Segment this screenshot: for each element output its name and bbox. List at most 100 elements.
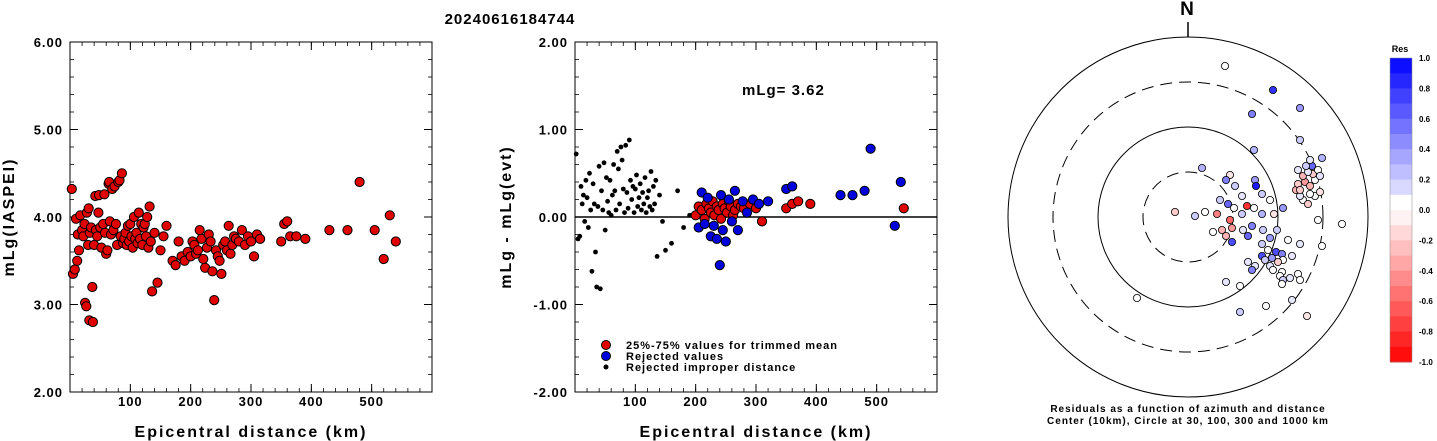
station-point [1316,187,1325,196]
data-point [578,184,584,189]
colorbar-cell [1390,316,1412,333]
data-point [610,192,615,198]
data-point [116,168,128,179]
station-point [1222,231,1231,240]
data-point [653,177,659,183]
y-tick-label: 4.00 [34,210,63,225]
data-point [647,204,653,209]
data-point [601,160,607,166]
data-point [354,176,365,188]
data-point [594,284,600,290]
data-point [715,190,727,201]
data-point [720,236,731,247]
station-point [1259,225,1268,234]
data-point [583,177,589,183]
colorbar-cells [1390,58,1412,363]
data-point [291,231,302,242]
residual-vs-distance-chart: 100 200 300 400 500 -2.00 -1.00 0.00 1.00 2.00 mL… [498,35,938,441]
data-point [622,210,627,216]
data-point [282,216,293,227]
colorbar-cell [1390,88,1412,105]
station-point [1222,277,1231,286]
station-point [1338,219,1347,228]
data-point [660,219,665,224]
data-point [170,260,181,271]
data-point [194,225,205,236]
colorbar-cell [1390,210,1412,226]
data-point [859,185,870,196]
colorbar-cell [1390,301,1412,317]
station-point [1222,175,1231,184]
data-point [805,198,816,209]
colorbar-cell [1390,346,1412,363]
data-point [717,225,728,236]
data-point [675,188,680,194]
data-point [715,213,727,224]
data-point [649,207,655,213]
data-point [581,192,586,198]
data-point [585,225,591,230]
data-points [1133,62,1347,320]
data-point [255,233,266,244]
data-point [657,192,662,198]
data-point [605,198,610,204]
y-tick-label: -2.00 [533,385,568,400]
station-point [1133,293,1142,302]
colorbar-cell [1390,118,1412,135]
station-point [1250,145,1259,154]
data-point [604,175,609,181]
data-point [624,190,630,195]
station-point [1286,273,1295,282]
data-point [631,210,637,216]
data-point [847,190,858,201]
data-point [207,266,218,277]
station-point [1296,185,1305,194]
axis-ticks: 100 200 300 400 500 -2.00 -1.00 0.00 1.00 2.00 [533,35,938,409]
station-point [1258,209,1267,218]
data-point [628,177,633,183]
x-tick-label: 100 [118,394,143,409]
y-tick-label: 2.00 [34,385,63,400]
y-axis-label: mLg - mLg(evt) [498,145,515,289]
data-point [763,196,774,207]
data-point [196,233,207,244]
data-point [593,249,598,255]
legend-marker-trimmed [601,340,611,350]
caption-line-2: Center (10km), Circle at 30, 100, 300 an… [1047,416,1329,427]
y-tick-label: -1.00 [533,298,568,313]
data-point [793,196,804,207]
data-point [643,210,649,216]
data-point [144,201,155,212]
ring-30km [1142,171,1234,263]
colorbar-tick-label: -0.6 [1419,297,1433,306]
data-point [577,233,583,239]
data-point [342,225,353,236]
x-tick-label: 100 [623,394,648,409]
data-point [646,188,651,194]
data-point [726,216,738,227]
data-point [93,207,104,218]
station-point [1273,225,1282,234]
station-point [1288,251,1297,260]
data-point [596,163,602,169]
data-point [378,253,389,265]
data-point [635,204,641,209]
data-point [590,181,596,187]
data-point [597,286,603,292]
data-point [898,203,909,214]
station-point [1264,245,1273,254]
colorbar-cell [1390,58,1412,74]
station-point [1252,181,1261,190]
residual-colorbar: Res 1.0 0.8 0.6 0.4 0.2 0.0 -0.2 -0.4 -0.6 -0.8 -1… [1389,44,1433,367]
x-tick-label: 500 [359,394,384,409]
data-point [702,192,713,203]
y-axis-label: mLg(IASPEI) [1,158,18,277]
data-point [584,195,590,201]
legend-label-improper: Rejected improper distance [626,362,796,374]
data-point [69,264,80,275]
station-point [1221,62,1230,71]
data-point [613,207,619,213]
data-point [642,175,648,181]
data-point [663,247,668,253]
data-point [300,233,311,244]
